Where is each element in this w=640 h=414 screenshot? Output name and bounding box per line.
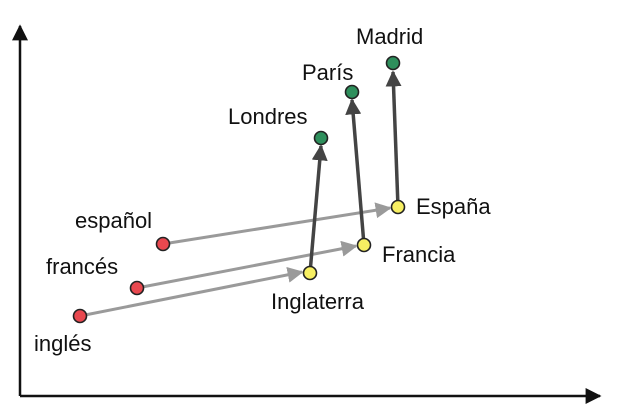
point-country-france xyxy=(356,237,372,253)
arrow-country-capital-england xyxy=(308,144,328,274)
label-language-spanish: español xyxy=(75,208,152,233)
label-country-france: Francia xyxy=(382,242,456,267)
label-country-spain: España xyxy=(416,194,491,219)
label-capital-london: Londres xyxy=(228,104,308,129)
point-country-spain xyxy=(390,199,406,215)
label-language-english: inglés xyxy=(34,331,91,356)
point-language-english xyxy=(72,308,88,324)
label-capital-paris: París xyxy=(302,60,353,85)
point-capital-london xyxy=(313,130,329,146)
point-language-french xyxy=(129,280,145,296)
arrow-country-capital-spain xyxy=(385,70,402,208)
point-capital-madrid xyxy=(385,55,401,71)
label-language-french: francés xyxy=(46,254,118,279)
arrow-language-country-english xyxy=(79,266,304,318)
arrow-country-capital-france xyxy=(345,98,366,246)
point-language-spanish xyxy=(155,236,171,252)
arrow-language-country-french xyxy=(136,240,358,290)
point-capital-paris xyxy=(344,84,360,100)
point-country-england xyxy=(302,265,318,281)
label-country-england: Inglaterra xyxy=(271,289,365,314)
arrow-language-country-spanish xyxy=(162,202,392,246)
label-capital-madrid: Madrid xyxy=(356,24,423,49)
